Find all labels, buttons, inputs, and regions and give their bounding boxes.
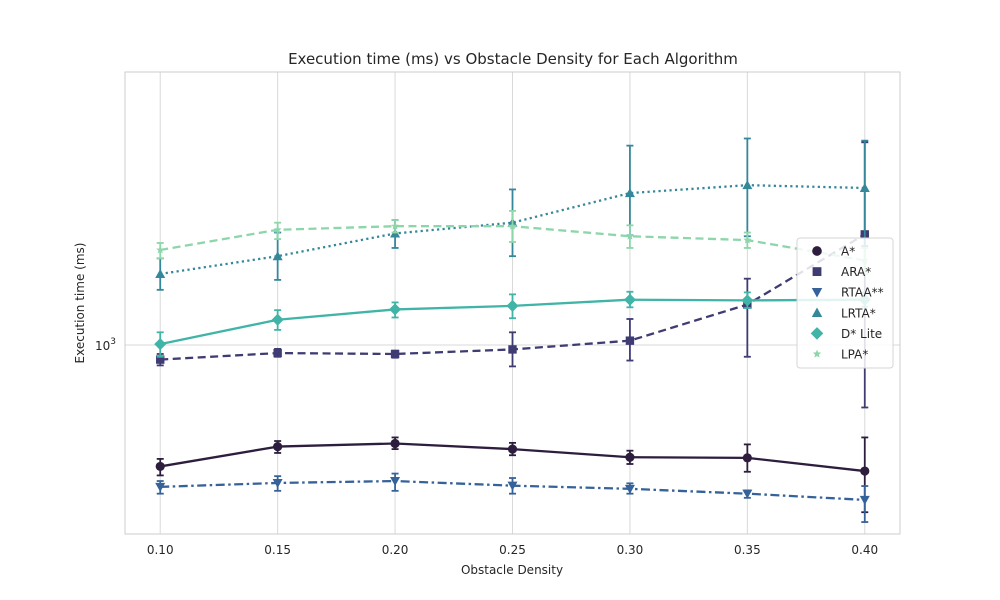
x-tick-label: 0.40 bbox=[851, 543, 878, 557]
legend-marker bbox=[811, 307, 823, 317]
y-axis-label: Execution time (ms) bbox=[73, 243, 87, 364]
data-point bbox=[506, 299, 519, 312]
data-point bbox=[859, 182, 870, 192]
data-point bbox=[623, 293, 636, 306]
data-point bbox=[272, 478, 283, 488]
x-tick-label: 0.15 bbox=[264, 543, 291, 557]
data-point bbox=[508, 222, 517, 230]
chart-title: Execution time (ms) vs Obstacle Density … bbox=[288, 50, 738, 68]
y-axis-ticks: 103 bbox=[95, 337, 116, 353]
legend-marker bbox=[812, 349, 822, 358]
data-point bbox=[859, 495, 870, 505]
data-point bbox=[391, 222, 400, 230]
data-point bbox=[272, 251, 283, 261]
data-point bbox=[860, 466, 870, 476]
data-point bbox=[273, 441, 283, 452]
data-point bbox=[508, 345, 517, 354]
x-axis-ticks: 0.10 0.15 0.20 0.25 0.30 0.35 0.40 bbox=[147, 543, 878, 557]
legend-label: RTAA** bbox=[841, 286, 884, 300]
legend-marker bbox=[812, 246, 822, 256]
data-point bbox=[271, 313, 284, 326]
data-point bbox=[390, 477, 401, 487]
plot-frame bbox=[124, 71, 901, 535]
data-point bbox=[155, 461, 165, 472]
legend-label: ARA* bbox=[841, 265, 871, 279]
data-point bbox=[154, 338, 167, 351]
data-point bbox=[624, 484, 635, 494]
legend-label: D* Lite bbox=[841, 327, 882, 341]
data-point bbox=[507, 481, 518, 491]
x-tick-label: 0.35 bbox=[734, 543, 761, 557]
data-point bbox=[743, 235, 752, 244]
legend-label: LPA* bbox=[841, 348, 868, 362]
legend-label: LRTA* bbox=[841, 306, 876, 320]
data-point bbox=[625, 232, 634, 240]
data-point bbox=[625, 452, 635, 462]
data-point bbox=[156, 355, 165, 364]
x-tick-label: 0.10 bbox=[147, 543, 174, 557]
data-point bbox=[624, 188, 635, 198]
legend-label: A* bbox=[841, 245, 855, 259]
data-point bbox=[273, 225, 282, 234]
legend-marker bbox=[810, 327, 824, 340]
data-point bbox=[742, 489, 753, 499]
data-point bbox=[389, 303, 402, 316]
legend-marker bbox=[812, 267, 822, 277]
series-rtaa bbox=[155, 472, 870, 523]
legend-marker bbox=[811, 288, 823, 298]
data-point bbox=[742, 453, 752, 463]
data-point bbox=[741, 294, 754, 307]
y-tick-label: 103 bbox=[95, 337, 116, 353]
data-point bbox=[507, 444, 518, 454]
data-point bbox=[390, 438, 400, 449]
data-point bbox=[625, 336, 635, 345]
data-point bbox=[155, 482, 166, 492]
x-axis-label: Obstacle Density bbox=[461, 563, 563, 577]
data-point bbox=[273, 348, 282, 358]
x-tick-label: 0.25 bbox=[499, 543, 526, 557]
x-tick-label: 0.30 bbox=[617, 543, 644, 557]
data-point bbox=[742, 180, 753, 190]
series-a bbox=[155, 436, 870, 514]
x-tick-label: 0.20 bbox=[382, 543, 409, 557]
legend: A* ARA* RTAA** LRTA* D* Lite LPA* bbox=[796, 237, 894, 369]
data-point bbox=[155, 268, 166, 278]
data-point bbox=[390, 349, 400, 359]
data-point bbox=[156, 245, 165, 254]
